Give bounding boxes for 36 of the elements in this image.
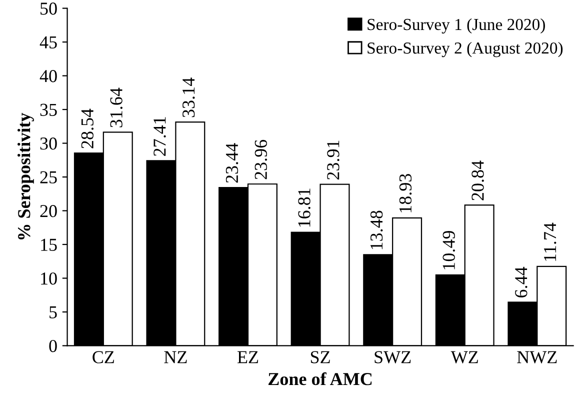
data-label: 33.14: [182, 78, 195, 118]
data-label: 23.91: [327, 140, 340, 180]
data-label: 11.74: [544, 222, 556, 261]
legend-label: Sero-Survey 1 (June 2020): [368, 18, 545, 34]
x-tick-label: WZ: [450, 351, 478, 364]
y-tick-label: 30: [40, 138, 57, 150]
data-label: 16.81: [298, 188, 310, 227]
y-tick-label: 20: [40, 204, 57, 218]
y-tick-label: 10: [41, 272, 57, 285]
x-tick-label: NWZ: [517, 351, 557, 364]
data-label: 31.64: [110, 88, 122, 128]
x-tick-label: SZ: [310, 351, 330, 364]
y-tick-label: 5: [50, 306, 57, 318]
x-axis-title: Zone of AMC: [268, 372, 372, 386]
data-label: 20.84: [472, 160, 484, 200]
y-tick-label: 40: [40, 70, 57, 82]
y-tick-label: 15: [41, 238, 57, 251]
x-tick-label: CZ: [92, 351, 114, 364]
data-label: 13.48: [370, 210, 383, 250]
y-tick-label: 0: [49, 340, 57, 352]
x-tick-label: NZ: [164, 351, 187, 364]
data-label: 28.54: [81, 108, 94, 148]
x-tick-label: SWZ: [374, 351, 411, 364]
y-tick-label: 25: [40, 171, 57, 184]
legend-label: Sero-Survey 2 (August 2020): [368, 42, 563, 58]
x-tick-label: EZ: [237, 351, 258, 364]
data-label: 6.44: [515, 266, 528, 298]
y-tick-label: 50: [40, 2, 57, 15]
data-label: 27.41: [154, 117, 166, 156]
y-axis-title: % Seropositivity: [18, 112, 34, 240]
y-tick-label: 35: [40, 104, 57, 116]
y-tick-label: 45: [40, 36, 57, 48]
data-label: 10.49: [442, 230, 456, 270]
data-label: 18.93: [399, 174, 412, 212]
data-label: 23.96: [254, 140, 268, 180]
data-label: 23.44: [226, 143, 238, 183]
